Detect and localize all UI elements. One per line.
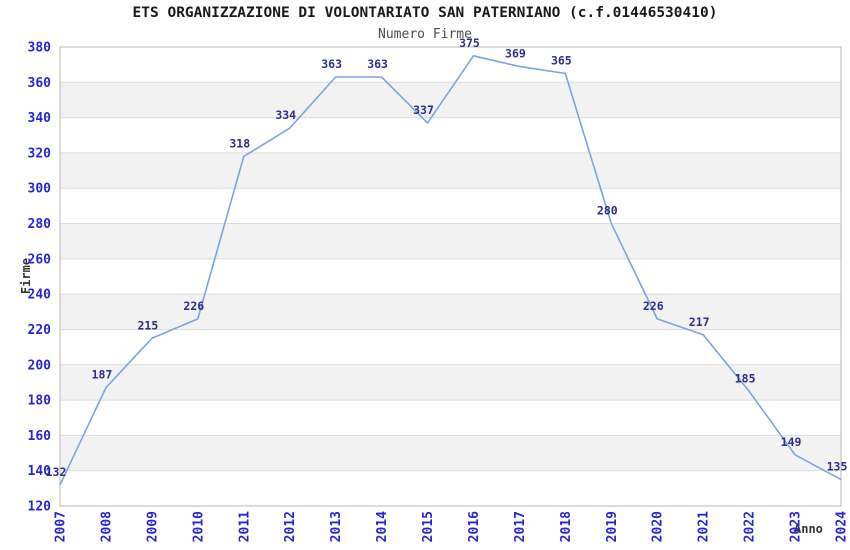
- point-label: 226: [643, 299, 664, 313]
- chart-subtitle: Numero Firme: [378, 27, 472, 42]
- x-tick-label: 2016: [467, 511, 482, 542]
- point-label: 149: [781, 435, 802, 449]
- point-label: 135: [827, 460, 848, 474]
- x-tick-label: 2008: [99, 511, 114, 542]
- x-tick-label: 2009: [145, 511, 160, 542]
- point-label: 187: [92, 368, 113, 382]
- x-axis-title: Anno: [794, 522, 823, 536]
- y-tick-label: 180: [28, 394, 52, 409]
- point-label: 185: [735, 371, 756, 385]
- x-tick-label: 2018: [559, 511, 574, 542]
- x-tick-label: 2017: [513, 511, 528, 542]
- y-tick-label: 280: [28, 217, 52, 232]
- point-label: 365: [551, 53, 572, 67]
- grid-band: [60, 435, 841, 471]
- point-label: 369: [505, 46, 526, 60]
- grid-band: [60, 223, 841, 259]
- x-tick-label: 2014: [375, 511, 390, 542]
- y-tick-label: 240: [28, 288, 52, 303]
- x-tick-label: 2012: [283, 511, 298, 542]
- plot-border: [59, 46, 842, 507]
- point-label: 217: [689, 315, 710, 329]
- grid-band: [60, 188, 841, 224]
- y-tick-label: 260: [28, 252, 52, 267]
- x-tick-label: 2011: [237, 511, 252, 542]
- point-label: 226: [183, 299, 204, 313]
- point-label: 215: [137, 318, 158, 332]
- point-label: 375: [459, 36, 480, 50]
- grid-band: [60, 470, 841, 506]
- point-label: 132: [46, 465, 67, 479]
- y-tick-label: 300: [28, 182, 52, 197]
- series-line: [59, 55, 842, 486]
- x-tick-label: 2020: [651, 511, 666, 542]
- x-tick-label: 2013: [329, 511, 344, 542]
- y-tick-label: 340: [28, 111, 52, 126]
- grid-band: [60, 47, 841, 83]
- x-tick-label: 2010: [191, 511, 206, 542]
- grid-band: [60, 329, 841, 365]
- grid-band: [60, 152, 841, 189]
- y-tick-label: 380: [28, 41, 52, 56]
- x-tick-label: 2007: [54, 511, 69, 542]
- point-label: 363: [367, 57, 388, 71]
- point-label: 337: [413, 103, 434, 117]
- x-tick-label: 2022: [743, 511, 758, 542]
- point-label: 363: [321, 57, 342, 71]
- grid-band: [60, 400, 841, 436]
- grid-band: [60, 364, 841, 401]
- y-tick-label: 320: [28, 146, 52, 161]
- x-tick-label: 2015: [421, 511, 436, 542]
- y-tick-label: 360: [28, 76, 52, 91]
- grid-band: [60, 258, 841, 295]
- chart-title: ETS ORGANIZZAZIONE DI VOLONTARIATO SAN P…: [132, 5, 718, 21]
- point-label: 280: [597, 204, 618, 218]
- point-label: 318: [229, 136, 250, 150]
- x-tick-label: 2021: [697, 511, 712, 542]
- x-tick-label: 2024: [835, 511, 850, 542]
- y-tick-label: 140: [28, 464, 52, 479]
- y-tick-label: 200: [28, 358, 52, 373]
- y-tick-label: 120: [28, 500, 52, 515]
- grid-band: [60, 82, 841, 118]
- x-tick-label: 2019: [605, 511, 620, 542]
- grid-band: [60, 294, 841, 330]
- grid-band: [60, 117, 841, 153]
- y-tick-label: 220: [28, 323, 52, 338]
- point-label: 334: [275, 108, 296, 122]
- y-tick-label: 160: [28, 429, 52, 444]
- x-tick-label: 2023: [789, 511, 804, 542]
